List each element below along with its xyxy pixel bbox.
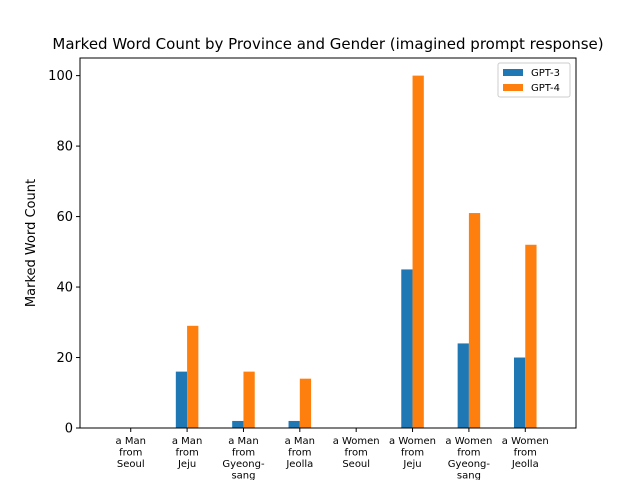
x-tick-label: a Women from Jeolla	[502, 436, 549, 470]
plot-frame	[79, 57, 577, 429]
legend-swatch-gpt-4	[503, 84, 523, 91]
x-tick-label: a Man from Jeju	[172, 436, 202, 470]
y-axis-ticks: 0 20 40 60 80 100	[48, 69, 80, 437]
bar-gpt-3-2	[232, 420, 244, 428]
bar-gpt-4-2	[243, 371, 255, 428]
y-tick-label: 100	[48, 69, 73, 84]
bar-gpt-4-5	[412, 75, 424, 428]
y-tick-label: 0	[65, 422, 73, 437]
bar-gpt-3-7	[514, 357, 526, 428]
bar-gpt-3-3	[288, 420, 300, 428]
y-tick-label: 60	[56, 210, 73, 225]
bar-gpt-4-6	[468, 213, 481, 428]
x-axis-ticks: a Man from Seoul a Man from Jeju a Man from Gyeo…	[116, 428, 549, 480]
bar-gpt-3-1	[175, 371, 188, 428]
y-axis-label: Marked Word Count	[24, 179, 39, 307]
y-tick-label: 80	[56, 140, 73, 155]
legend: GPT-3 GPT-4	[497, 62, 571, 98]
bar-gpt-3-6	[457, 343, 469, 428]
bar-gpt-3-5	[401, 269, 413, 428]
x-tick-label: a Man from Seoul	[116, 436, 146, 470]
bar-gpt-4-7	[525, 244, 537, 428]
bar-gpt-4-3	[299, 378, 312, 428]
bars-group	[175, 75, 537, 428]
x-tick-label: a Man from Gyeong-sang	[222, 436, 265, 480]
bar-gpt-4-1	[187, 325, 199, 428]
x-tick-label: a Women from Jeju	[389, 436, 436, 470]
x-tick-label: a Women from Seoul	[333, 436, 380, 470]
legend-label-gpt-4: GPT-4	[531, 83, 560, 94]
chart-title: Marked Word Count by Province and Gender…	[52, 35, 603, 53]
y-tick-label: 40	[56, 281, 73, 296]
y-tick-label: 20	[56, 351, 73, 366]
legend-swatch-gpt-3	[503, 69, 523, 76]
legend-label-gpt-3: GPT-3	[531, 68, 560, 79]
x-tick-label: a Women from Gyeong-sang	[445, 436, 492, 480]
x-tick-label: a Man from Jeolla	[285, 436, 315, 470]
